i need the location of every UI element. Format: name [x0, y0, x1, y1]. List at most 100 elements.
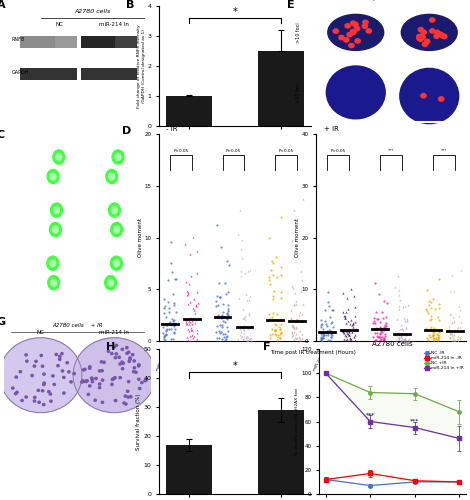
Circle shape [85, 380, 87, 382]
Point [265, 310, 273, 318]
Point [435, 304, 443, 312]
Point [194, 336, 201, 344]
Point [244, 333, 251, 341]
Point [266, 280, 274, 288]
Point [171, 299, 178, 307]
Point [321, 306, 329, 314]
Point [165, 319, 172, 327]
Point [429, 328, 437, 336]
Point [290, 322, 297, 330]
Point [351, 312, 359, 320]
Point [296, 336, 304, 344]
Point [235, 335, 242, 343]
Point [430, 329, 438, 337]
Circle shape [102, 379, 104, 381]
Point [450, 326, 457, 334]
Point [192, 302, 200, 310]
Point [185, 317, 193, 325]
Point [168, 268, 176, 276]
Point [273, 336, 281, 344]
Point [289, 237, 296, 245]
Circle shape [81, 381, 83, 383]
Point [287, 314, 295, 322]
Point [215, 334, 222, 342]
Ellipse shape [328, 14, 384, 51]
Point [400, 314, 407, 322]
Point [377, 327, 384, 335]
Point [274, 273, 281, 281]
Point [299, 276, 306, 283]
Point [170, 321, 178, 329]
Point [187, 250, 194, 258]
Point [187, 318, 194, 326]
Point [167, 260, 175, 268]
Point [219, 308, 227, 316]
Point [182, 316, 190, 324]
Point [328, 306, 336, 314]
Point [265, 234, 273, 242]
Point [344, 326, 351, 334]
Point [293, 334, 301, 342]
Circle shape [99, 370, 101, 372]
Point [448, 272, 455, 280]
Point [298, 310, 306, 318]
Point [241, 315, 249, 323]
Point [393, 316, 400, 324]
Point [401, 334, 408, 342]
Point [317, 320, 325, 328]
Point [376, 329, 384, 337]
Point [194, 326, 201, 334]
Point [213, 313, 220, 321]
Point [321, 318, 329, 326]
Circle shape [417, 34, 422, 38]
Point [423, 334, 431, 342]
Point [327, 329, 335, 337]
Point [289, 332, 296, 340]
Point [293, 236, 300, 244]
Point [237, 333, 245, 341]
Point [244, 324, 252, 332]
Point [287, 314, 294, 322]
Circle shape [91, 378, 94, 380]
Point [324, 328, 331, 336]
Point [448, 318, 456, 326]
Circle shape [38, 401, 40, 404]
Text: 3 h: 3 h [6, 215, 11, 223]
Point [401, 302, 409, 310]
Circle shape [139, 388, 141, 390]
Point [370, 320, 377, 328]
Point [269, 260, 277, 268]
Point [381, 297, 388, 305]
Point [399, 303, 406, 311]
Circle shape [82, 380, 84, 382]
Circle shape [133, 370, 135, 372]
Point [432, 335, 440, 343]
Point [217, 330, 224, 338]
Point [184, 290, 191, 298]
Circle shape [15, 392, 17, 394]
Text: (n=219): (n=219) [402, 432, 406, 446]
Point [212, 328, 220, 336]
Point [186, 314, 194, 322]
Point [318, 336, 326, 344]
Point [241, 312, 248, 320]
Circle shape [40, 354, 42, 356]
Circle shape [61, 370, 63, 372]
Circle shape [109, 173, 115, 180]
Point [163, 322, 170, 330]
Point [168, 335, 175, 343]
Circle shape [138, 364, 140, 366]
Point [193, 328, 200, 336]
Text: *: * [233, 361, 237, 371]
Point [216, 293, 224, 301]
Point [346, 336, 354, 344]
Point [379, 314, 387, 322]
Point [454, 332, 462, 340]
Point [325, 336, 332, 344]
Point [162, 331, 169, 339]
Point [266, 315, 273, 323]
Point [344, 318, 351, 326]
Point [287, 316, 295, 324]
Point [454, 336, 462, 344]
Point [346, 334, 353, 342]
